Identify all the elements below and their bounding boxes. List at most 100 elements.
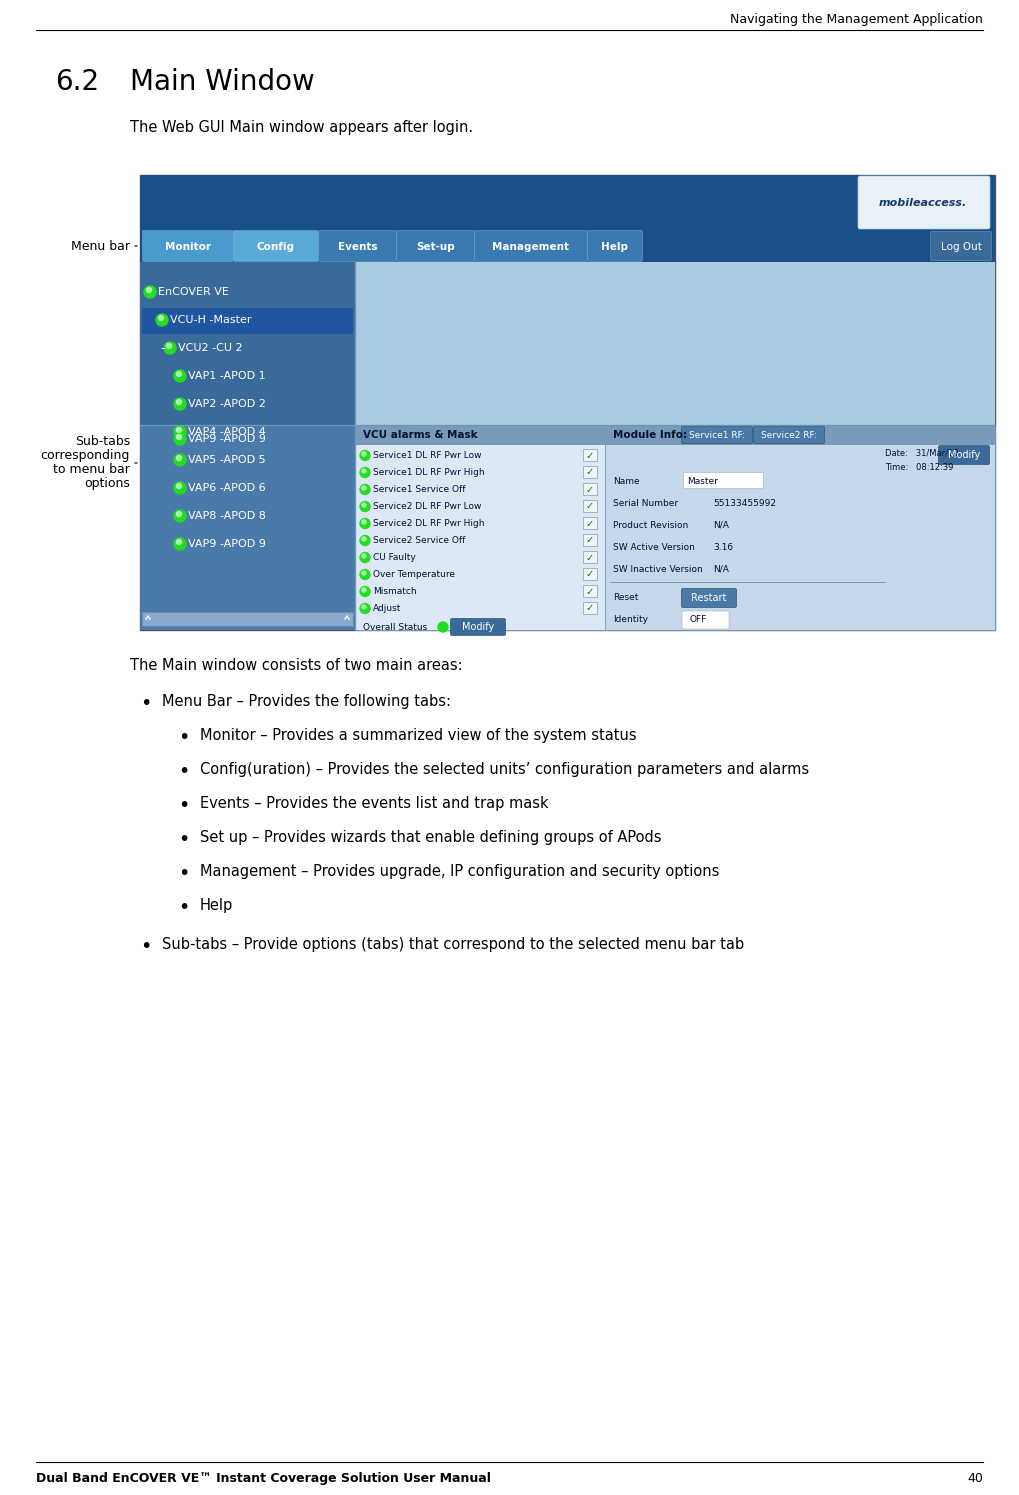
Text: ✓: ✓ [586, 586, 594, 597]
Text: Product Revision: Product Revision [613, 520, 688, 529]
Circle shape [362, 605, 366, 608]
FancyBboxPatch shape [588, 230, 643, 262]
Circle shape [438, 622, 448, 632]
Text: VAP9 -APOD 9: VAP9 -APOD 9 [187, 434, 266, 444]
Circle shape [362, 588, 366, 592]
Circle shape [362, 571, 366, 576]
Text: N/A: N/A [713, 565, 729, 574]
Text: The Web GUI Main window appears after login.: The Web GUI Main window appears after lo… [130, 120, 473, 135]
Bar [140, 230, 995, 262]
Text: VCU-H -Master: VCU-H -Master [170, 315, 252, 324]
FancyBboxPatch shape [450, 619, 505, 635]
Text: ✓: ✓ [586, 553, 594, 562]
Text: Sub-tabs – Provide options (tabs) that correspond to the selected menu bar tab: Sub-tabs – Provide options (tabs) that c… [162, 937, 744, 952]
Circle shape [174, 369, 186, 383]
Text: Set up – Provides wizards that enable defining groups of APods: Set up – Provides wizards that enable de… [200, 830, 661, 845]
Text: Sub-tabs: Sub-tabs [74, 435, 130, 448]
Text: VAP9 -APOD 9: VAP9 -APOD 9 [187, 540, 266, 549]
Text: Name: Name [613, 477, 640, 486]
Text: Main Window: Main Window [130, 67, 315, 96]
Text: –: – [161, 342, 166, 353]
FancyBboxPatch shape [143, 230, 233, 262]
Bar [605, 425, 995, 446]
Text: Serial Number: Serial Number [613, 498, 678, 507]
Circle shape [360, 604, 370, 613]
Text: Events – Provides the events list and trap mask: Events – Provides the events list and tr… [200, 795, 548, 810]
Bar [140, 175, 995, 629]
Text: Over Temperature: Over Temperature [373, 570, 455, 579]
FancyBboxPatch shape [682, 611, 729, 629]
Text: 3.16: 3.16 [713, 543, 733, 552]
Text: ✓: ✓ [586, 535, 594, 546]
Text: Module Info:: Module Info: [613, 431, 687, 440]
Text: Dual Band EnCOVER VE™ Instant Coverage Solution User Manual: Dual Band EnCOVER VE™ Instant Coverage S… [36, 1473, 491, 1485]
Text: Service1 DL RF Pwr Low: Service1 DL RF Pwr Low [373, 451, 482, 460]
Text: Restart: Restart [691, 594, 727, 602]
Bar [583, 552, 597, 564]
Text: Modify: Modify [462, 622, 494, 632]
Circle shape [362, 537, 366, 541]
Circle shape [174, 510, 186, 522]
Bar [583, 534, 597, 546]
Text: Management: Management [492, 242, 570, 253]
FancyBboxPatch shape [753, 426, 824, 444]
Text: 6.2: 6.2 [55, 67, 99, 96]
Circle shape [360, 501, 370, 511]
Text: Log Out: Log Out [941, 242, 981, 253]
Circle shape [176, 540, 181, 544]
Text: options: options [85, 477, 130, 490]
Text: SW Inactive Version: SW Inactive Version [613, 565, 703, 574]
Bar [583, 499, 597, 511]
FancyBboxPatch shape [233, 230, 319, 262]
Text: Help: Help [200, 898, 233, 913]
Text: Monitor – Provides a summarized view of the system status: Monitor – Provides a summarized view of … [200, 728, 637, 743]
Text: Help: Help [601, 242, 629, 253]
Text: ✓: ✓ [586, 501, 594, 511]
Text: VAP6 -APOD 6: VAP6 -APOD 6 [187, 483, 266, 493]
Circle shape [360, 535, 370, 546]
Text: ✓: ✓ [586, 484, 594, 495]
Text: The Main window consists of two main areas:: The Main window consists of two main are… [130, 658, 463, 673]
Text: EnCOVER VE: EnCOVER VE [158, 287, 229, 298]
Circle shape [360, 484, 370, 495]
Bar [140, 175, 995, 230]
Text: Menu bar: Menu bar [71, 239, 130, 253]
Text: Config(uration) – Provides the selected units’ configuration parameters and alar: Config(uration) – Provides the selected … [200, 762, 809, 777]
Text: Service2 Service Off: Service2 Service Off [373, 537, 466, 546]
Text: •: • [178, 795, 190, 815]
Text: VAP4 -APOD 4: VAP4 -APOD 4 [187, 428, 266, 437]
Bar [355, 425, 605, 629]
FancyBboxPatch shape [930, 232, 991, 260]
Bar [142, 611, 353, 626]
Text: Master: Master [687, 477, 717, 486]
Circle shape [176, 371, 181, 377]
Text: VAP8 -APOD 8: VAP8 -APOD 8 [187, 511, 266, 520]
Text: •: • [178, 728, 190, 748]
Circle shape [360, 553, 370, 562]
Text: ✓: ✓ [586, 519, 594, 529]
Circle shape [144, 286, 156, 298]
FancyBboxPatch shape [475, 230, 588, 262]
Circle shape [176, 435, 181, 440]
Text: Monitor: Monitor [165, 242, 211, 253]
Text: 40: 40 [967, 1473, 983, 1485]
Text: Service1 Service Off: Service1 Service Off [373, 484, 466, 493]
Text: ✓: ✓ [586, 604, 594, 613]
Text: •: • [178, 864, 190, 884]
Circle shape [147, 287, 152, 293]
Circle shape [176, 428, 181, 432]
Text: •: • [140, 937, 152, 955]
Bar [583, 448, 597, 460]
Text: OFF: OFF [690, 616, 707, 625]
Text: Identity: Identity [613, 616, 648, 625]
Text: Modify: Modify [948, 450, 980, 460]
Text: ✓: ✓ [586, 570, 594, 580]
Text: Time:   08:12:39: Time: 08:12:39 [884, 462, 954, 471]
Text: Reset: Reset [613, 594, 638, 602]
Text: mobileaccess.: mobileaccess. [878, 197, 967, 208]
Text: to menu bar: to menu bar [53, 463, 130, 475]
Circle shape [360, 586, 370, 597]
Circle shape [174, 538, 186, 550]
Text: Date:   31/Mar/10: Date: 31/Mar/10 [884, 448, 959, 457]
Bar [605, 425, 995, 629]
